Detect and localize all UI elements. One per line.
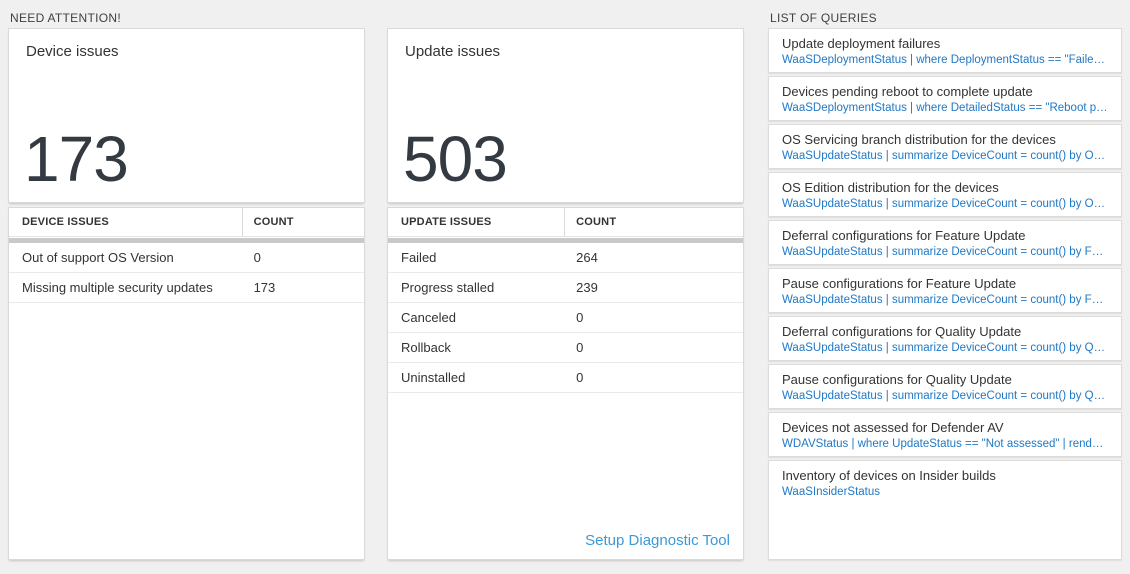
table-row[interactable]: Failed 264 [388,243,743,273]
row-count: 173 [253,280,276,295]
update-issues-column-header: UPDATE ISSUES [388,208,566,236]
query-item[interactable]: Devices pending reboot to complete updat… [768,76,1122,121]
count-column-header: COUNT [576,216,617,228]
query-title: Update deployment failures [782,36,941,51]
device-issues-column-header: DEVICE ISSUES [9,208,243,236]
row-label: Progress stalled [401,280,495,295]
query-code: WaaSDeploymentStatus | where DetailedSta… [782,102,1109,114]
table-row[interactable]: Progress stalled 239 [388,273,743,303]
row-label: Rollback [401,340,451,355]
update-issues-table-header: UPDATE ISSUES COUNT [388,208,743,237]
list-of-queries-panel: LIST OF QUERIES Update deployment failur… [768,5,1122,560]
query-code: WaaSUpdateStatus | summarize DeviceCount… [782,294,1109,306]
device-issues-tile-title: Device issues [26,43,119,60]
device-issues-count: 173 [24,123,129,195]
query-code: WaaSInsiderStatus [782,486,881,498]
query-title: OS Servicing branch distribution for the… [782,132,1056,147]
need-attention-device-column: NEED ATTENTION! Device issues 173 DEVICE… [8,5,365,560]
query-item[interactable]: OS Servicing branch distribution for the… [768,124,1122,169]
query-code: WDAVStatus | where UpdateStatus == "Not … [782,438,1109,450]
update-issues-count: 503 [403,123,508,195]
table-horizontal-scrollbar[interactable] [9,238,364,243]
count-column-header: COUNT [253,216,294,228]
query-title: Inventory of devices on Insider builds [782,468,996,483]
list-of-queries-header: LIST OF QUERIES [770,11,877,25]
query-item[interactable]: Update deployment failures WaaSDeploymen… [768,28,1122,73]
query-item[interactable]: Devices not assessed for Defender AV WDA… [768,412,1122,457]
query-code: WaaSUpdateStatus | summarize DeviceCount… [782,390,1109,402]
setup-diagnostic-tool-link[interactable]: Setup Diagnostic Tool [585,532,730,549]
query-title: Devices pending reboot to complete updat… [782,84,1033,99]
query-code: WaaSUpdateStatus | summarize DeviceCount… [782,246,1109,258]
table-row[interactable]: Uninstalled 0 [388,363,743,393]
query-item[interactable]: Pause configurations for Quality Update … [768,364,1122,409]
row-label: Canceled [401,310,456,325]
row-count: 0 [576,340,584,355]
query-title: Deferral configurations for Feature Upda… [782,228,1026,243]
query-item[interactable]: Inventory of devices on Insider builds W… [768,460,1122,560]
row-count: 0 [576,370,584,385]
query-item[interactable]: Pause configurations for Feature Update … [768,268,1122,313]
row-count: 0 [253,250,261,265]
section-label-spacer [387,5,744,28]
query-code: WaaSUpdateStatus | summarize DeviceCount… [782,342,1109,354]
table-row[interactable]: Canceled 0 [388,303,743,333]
query-item[interactable]: OS Edition distribution for the devices … [768,172,1122,217]
device-issues-tile[interactable]: Device issues 173 [8,28,365,203]
update-issues-table: UPDATE ISSUES COUNT Failed 264 Progress … [387,207,744,560]
query-item[interactable]: Deferral configurations for Quality Upda… [768,316,1122,361]
update-issues-tile[interactable]: Update issues 503 [387,28,744,203]
device-issues-table: DEVICE ISSUES COUNT Out of support OS Ve… [8,207,365,560]
query-title: Pause configurations for Quality Update [782,372,1012,387]
table-row[interactable]: Missing multiple security updates 173 [9,273,364,303]
row-count: 239 [576,280,598,295]
row-label: Failed [401,250,437,265]
query-code: WaaSDeploymentStatus | where DeploymentS… [782,54,1109,66]
row-label: Uninstalled [401,370,466,385]
query-title: Deferral configurations for Quality Upda… [782,324,1022,339]
query-title: Devices not assessed for Defender AV [782,420,1004,435]
table-row[interactable]: Rollback 0 [388,333,743,363]
query-code: WaaSUpdateStatus | summarize DeviceCount… [782,150,1109,162]
query-code: WaaSUpdateStatus | summarize DeviceCount… [782,198,1109,210]
update-issues-tile-title: Update issues [405,43,501,60]
table-row[interactable]: Out of support OS Version 0 [9,243,364,273]
device-issues-table-header: DEVICE ISSUES COUNT [9,208,364,237]
row-label: Out of support OS Version [22,250,174,265]
query-title: OS Edition distribution for the devices [782,180,999,195]
query-list: Update deployment failures WaaSDeploymen… [768,28,1122,560]
need-attention-update-column: Update issues 503 UPDATE ISSUES COUNT Fa… [387,5,744,560]
row-count: 0 [576,310,584,325]
need-attention-header: NEED ATTENTION! [10,11,121,25]
query-title: Pause configurations for Feature Update [782,276,1017,291]
row-label: Missing multiple security updates [22,280,213,295]
query-item[interactable]: Deferral configurations for Feature Upda… [768,220,1122,265]
table-horizontal-scrollbar[interactable] [388,238,743,243]
row-count: 264 [576,250,598,265]
